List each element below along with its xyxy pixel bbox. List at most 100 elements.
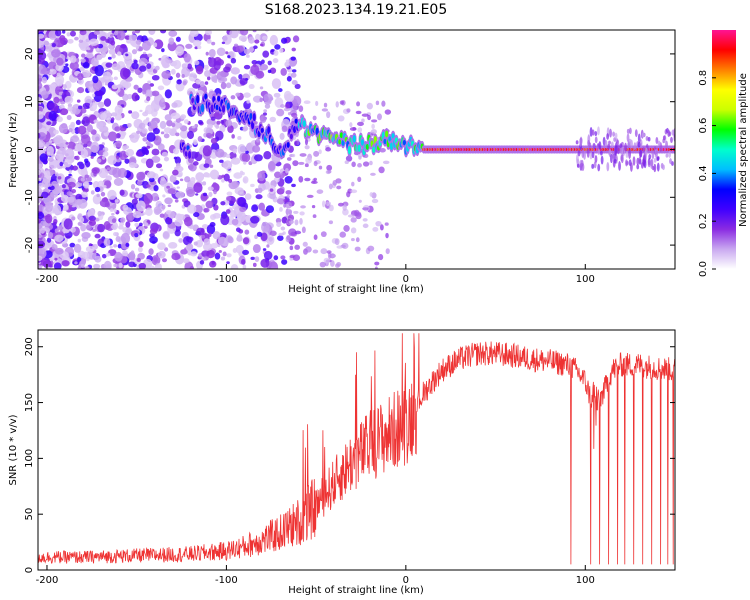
heatmap-cell — [253, 154, 263, 162]
heatmap-cell — [210, 137, 218, 144]
heatmap-cell — [208, 191, 213, 197]
heatmap-cell — [321, 200, 326, 208]
heatmap-cell — [591, 163, 595, 169]
heatmap-cell — [285, 201, 292, 209]
heatmap-cell — [243, 48, 251, 55]
heatmap-cell — [192, 139, 198, 146]
heatmap-cell — [117, 243, 122, 249]
heatmap-cell — [199, 260, 205, 265]
heatmap-cell — [262, 50, 270, 58]
heatmap-cell — [111, 224, 117, 230]
spectrogram-x-ticks: -200 -100 0 100 — [36, 264, 595, 285]
heatmap-cell — [266, 244, 270, 248]
heatmap-cell — [388, 136, 392, 142]
heatmap-cell — [225, 51, 229, 55]
heatmap-cell — [321, 108, 329, 112]
heatmap-cell — [183, 119, 189, 125]
heatmap-cell — [265, 205, 275, 213]
heatmap-cell — [362, 223, 369, 229]
heatmap-cell — [246, 99, 251, 104]
heatmap-cell — [51, 153, 55, 158]
heatmap-cell — [203, 163, 210, 168]
heatmap-cell — [257, 170, 266, 182]
heatmap-cell — [66, 32, 71, 37]
heatmap-cell — [402, 139, 407, 146]
heatmap-cell — [369, 192, 374, 197]
heatmap-cell — [129, 40, 136, 46]
heatmap-cell — [351, 161, 356, 168]
heatmap-cell — [638, 156, 642, 164]
heatmap-cell — [284, 93, 295, 102]
heatmap-cell — [74, 261, 78, 265]
heatmap-cell — [370, 172, 376, 176]
snr-y-label: SNR (10 * v/v) — [8, 414, 19, 485]
heatmap-cell — [151, 74, 160, 81]
heatmap-cell — [61, 184, 66, 189]
spectrogram-x-label: Height of straight line (km) — [288, 284, 424, 295]
heatmap-cell — [389, 142, 394, 150]
heatmap-cell — [185, 43, 193, 49]
heatmap-cell — [82, 62, 90, 69]
heatmap-cell — [172, 148, 180, 155]
heatmap-cell — [192, 74, 198, 79]
heatmap-cell — [357, 163, 362, 168]
heatmap-cell — [299, 153, 307, 157]
heatmap-cell — [202, 181, 207, 186]
heatmap-cell — [226, 261, 230, 265]
heatmap-cell — [90, 155, 94, 159]
heatmap-cell — [79, 216, 85, 224]
heatmap-cell — [136, 200, 146, 212]
heatmap-cell — [609, 128, 612, 138]
heatmap-cell — [84, 158, 89, 164]
heatmap-cell — [671, 129, 675, 136]
x-tick-label: 0 — [403, 274, 409, 285]
heatmap-cell — [62, 165, 67, 169]
heatmap-cell — [278, 232, 284, 237]
heatmap-cell — [102, 71, 112, 80]
x-tick-label: -200 — [36, 274, 59, 285]
heatmap-cell — [253, 63, 257, 68]
heatmap-cell — [136, 171, 146, 181]
heatmap-cell — [300, 205, 306, 209]
heatmap-cell — [613, 158, 617, 164]
heatmap-cell — [153, 42, 158, 48]
heatmap-cell — [66, 115, 72, 121]
heatmap-cell — [102, 151, 109, 157]
heatmap-cell — [303, 100, 311, 105]
heatmap-cell — [191, 125, 196, 129]
heatmap-cell — [179, 178, 184, 182]
heatmap-cell — [244, 193, 252, 200]
heatmap-cell — [133, 84, 139, 90]
heatmap-cell — [633, 142, 637, 151]
heatmap-cell — [107, 189, 117, 200]
snr-panel: -200 -100 0 100 0 50 100 150 200 Height of stra… — [8, 329, 676, 596]
heatmap-cell — [665, 140, 668, 149]
heatmap-cell — [304, 138, 309, 146]
heatmap-cell — [219, 159, 224, 163]
heatmap-cell — [591, 129, 595, 136]
heatmap-cell — [115, 155, 120, 160]
heatmap-cell — [103, 260, 112, 269]
heatmap-cell — [138, 241, 144, 248]
heatmap-cell — [135, 39, 142, 45]
heatmap-cell — [281, 125, 288, 133]
heatmap-cell — [160, 30, 167, 34]
heatmap-cell — [38, 163, 43, 168]
heatmap-cell — [71, 216, 76, 221]
heatmap-cell — [96, 48, 100, 51]
heatmap-cell — [131, 198, 138, 205]
heatmap-cell — [285, 59, 290, 63]
heatmap-cell — [326, 164, 333, 171]
colorbar-tick-label: 0.8 — [698, 70, 709, 86]
heatmap-cell — [350, 217, 357, 223]
heatmap-cell — [111, 212, 115, 216]
heatmap-cell — [192, 161, 199, 166]
heatmap-cell — [138, 246, 143, 253]
heatmap-cell — [79, 66, 85, 72]
heatmap-cell — [182, 236, 193, 246]
heatmap-cell — [269, 188, 274, 192]
heatmap-cell — [243, 64, 251, 70]
heatmap-cell — [103, 238, 111, 247]
heatmap-cell — [186, 188, 196, 197]
heatmap-cell — [273, 49, 279, 57]
